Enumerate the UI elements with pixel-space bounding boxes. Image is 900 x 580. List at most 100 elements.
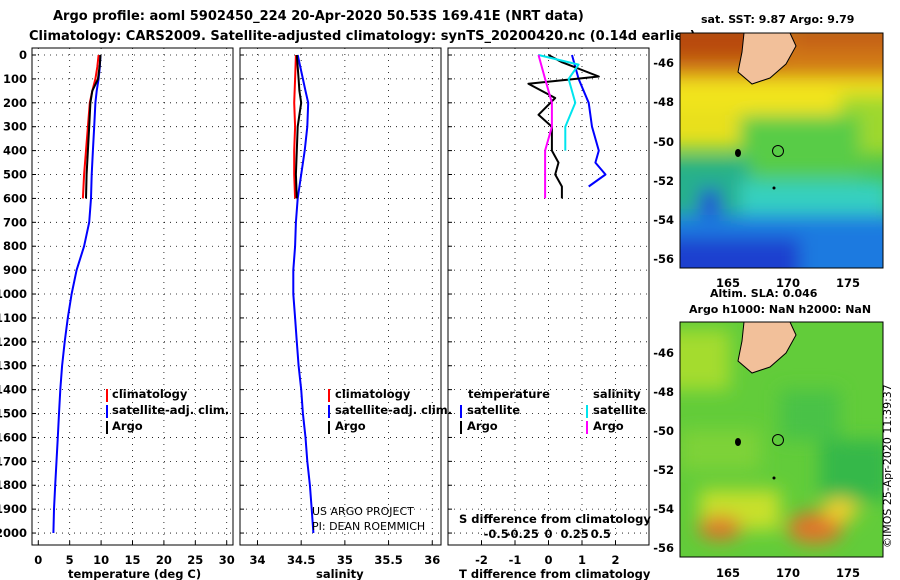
figure-title-line2: Climatology: CARS2009. Satellite-adjuste… — [29, 29, 696, 44]
sla-map-panel: Altim. SLA: 0.046 Argo h1000: NaN h2000:… — [653, 287, 884, 580]
x-tick-label: 5 — [66, 553, 74, 567]
lat-tick-label: -46 — [653, 56, 674, 70]
lon-tick-label: 165 — [716, 276, 740, 290]
depth-tick-label: 2000 — [0, 526, 27, 540]
series-t-argo — [527, 54, 600, 199]
series-s-satellite — [538, 54, 580, 151]
x-tick-label: 1 — [578, 553, 586, 567]
temperature-x-label: temperature (deg C) — [68, 567, 201, 580]
argo-float-marker — [772, 434, 784, 446]
depth-tick-label: 1300 — [0, 359, 27, 373]
lon-tick-label: 175 — [836, 566, 860, 580]
depth-tick-label: 1600 — [0, 430, 27, 444]
series-t-satellite — [571, 54, 607, 188]
legend-satellite-label: satellite-adj. clim. — [335, 403, 452, 417]
s-difference-tick-labels: -0.5-0.25 0 0.25 0.5 — [484, 527, 611, 541]
s-difference-tick-label: -0.5 — [484, 527, 509, 541]
depth-tick-label: 500 — [3, 168, 27, 182]
series-satellite-adj-clim — [52, 54, 102, 534]
lat-tick-label: -52 — [653, 174, 674, 188]
legend-s-satellite-label: satellite — [593, 403, 646, 417]
legend-t-argo-label: Argo — [467, 419, 498, 433]
depth-tick-label: 1900 — [0, 502, 27, 516]
depth-tick-label: 1500 — [0, 407, 27, 421]
depth-tick-label: 800 — [3, 239, 27, 253]
lat-tick-label: -56 — [653, 541, 674, 555]
difference-plot-frame — [447, 47, 650, 546]
s-difference-tick-label: 0 — [544, 527, 552, 541]
s-difference-x-label: S difference from climatology — [459, 512, 651, 526]
x-tick-label: -2 — [475, 553, 488, 567]
project-credit: US ARGO PROJECT — [312, 505, 414, 518]
difference-series — [527, 54, 607, 199]
legend-argo-label: Argo — [112, 419, 143, 433]
lat-tick-label: -48 — [653, 385, 674, 399]
temperature-plot-frame — [31, 47, 234, 546]
x-tick-label: 35.5 — [374, 553, 402, 567]
sla-map-title: Altim. SLA: 0.046 — [710, 287, 818, 300]
x-tick-label: 20 — [156, 553, 172, 567]
difference-legend: temperature satellite Argo salinity sate… — [460, 387, 646, 434]
imos-timestamp: ©IMOS 25-Apr-2020 11:39:37 — [881, 384, 894, 548]
depth-tick-label: 1800 — [0, 478, 27, 492]
x-tick-label: -1 — [509, 553, 522, 567]
lon-tick-label: 175 — [836, 276, 860, 290]
depth-tick-label: 300 — [3, 120, 27, 134]
lat-tick-label: -56 — [653, 252, 674, 266]
series-argo — [85, 54, 102, 199]
lat-tick-label: -54 — [653, 213, 674, 227]
legend-t-satellite-label: satellite — [467, 403, 520, 417]
lat-tick-label: -48 — [653, 95, 674, 109]
legend-temperature-title: temperature — [468, 387, 550, 401]
sla-map-subtitle: Argo h1000: NaN h2000: NaN — [689, 303, 871, 316]
x-tick-label: 25 — [187, 553, 203, 567]
salinity-grid — [240, 48, 441, 545]
depth-tick-label: 600 — [3, 191, 27, 205]
series-s-argo — [537, 54, 553, 199]
depth-tick-label: 1100 — [0, 311, 27, 325]
x-tick-label: 0 — [34, 553, 42, 567]
lat-tick-label: -50 — [653, 424, 674, 438]
salinity-plot-frame — [239, 47, 442, 546]
sst-map-frame — [679, 32, 884, 269]
depth-tick-label: 100 — [3, 72, 27, 86]
series-argo — [294, 54, 303, 199]
lon-tick-label: 170 — [776, 566, 800, 580]
x-tick-label: 0 — [544, 553, 552, 567]
salinity-series — [292, 54, 315, 534]
sst-map-title: sat. SST: 9.87 Argo: 9.79 — [701, 13, 854, 26]
salinity-panel: 34 34.5 35 35.5 36 salinity climatology sate… — [239, 47, 452, 580]
temperature-tick-labels: 0 5 10 15 20 25 30 — [34, 553, 234, 567]
s-difference-tick-label: -0.25 — [506, 527, 539, 541]
x-tick-label: 10 — [93, 553, 109, 567]
legend-satellite-label: satellite-adj. clim. — [112, 403, 229, 417]
depth-tick-label: 1000 — [0, 287, 27, 301]
series-satellite-adj-clim — [292, 54, 315, 534]
x-tick-label: 2 — [611, 553, 619, 567]
sst-map-panel: sat. SST: 9.87 Argo: 9.79 — [653, 13, 884, 290]
depth-tick-label: 700 — [3, 215, 27, 229]
x-tick-label: 30 — [219, 553, 235, 567]
sla-lon-labels: 165 170 175 — [716, 566, 860, 580]
sst-field — [680, 33, 883, 268]
sst-lat-labels: -46 -48 -50 -52 -54 -56 — [653, 56, 674, 266]
depth-tick-label: 1400 — [0, 383, 27, 397]
sla-field — [680, 322, 883, 557]
difference-panel: -2 -1 0 1 2 -0.5-0.25 0 0.25 0.5 T difference f… — [447, 47, 651, 580]
depth-tick-label: 400 — [3, 144, 27, 158]
x-tick-label: 34.5 — [287, 553, 315, 567]
x-tick-label: 34 — [249, 553, 265, 567]
depth-tick-label: 1200 — [0, 335, 27, 349]
depth-tick-label: 0 — [19, 48, 27, 62]
lon-tick-label: 170 — [776, 276, 800, 290]
t-difference-tick-labels: -2 -1 0 1 2 — [475, 553, 619, 567]
salinity-x-label: salinity — [316, 567, 364, 580]
depth-tick-labels: 0 100 200 300 400 500 600 700 800 900 1000 1100 1200… — [0, 48, 27, 540]
temperature-legend: climatology satellite-adj. clim. Argo — [106, 387, 229, 434]
depth-tick-label: 900 — [3, 263, 27, 277]
sla-lat-labels: -46 -48 -50 -52 -54 -56 — [653, 346, 674, 555]
legend-climatology-label: climatology — [335, 387, 411, 401]
lat-tick-label: -50 — [653, 135, 674, 149]
legend-s-argo-label: Argo — [593, 419, 624, 433]
